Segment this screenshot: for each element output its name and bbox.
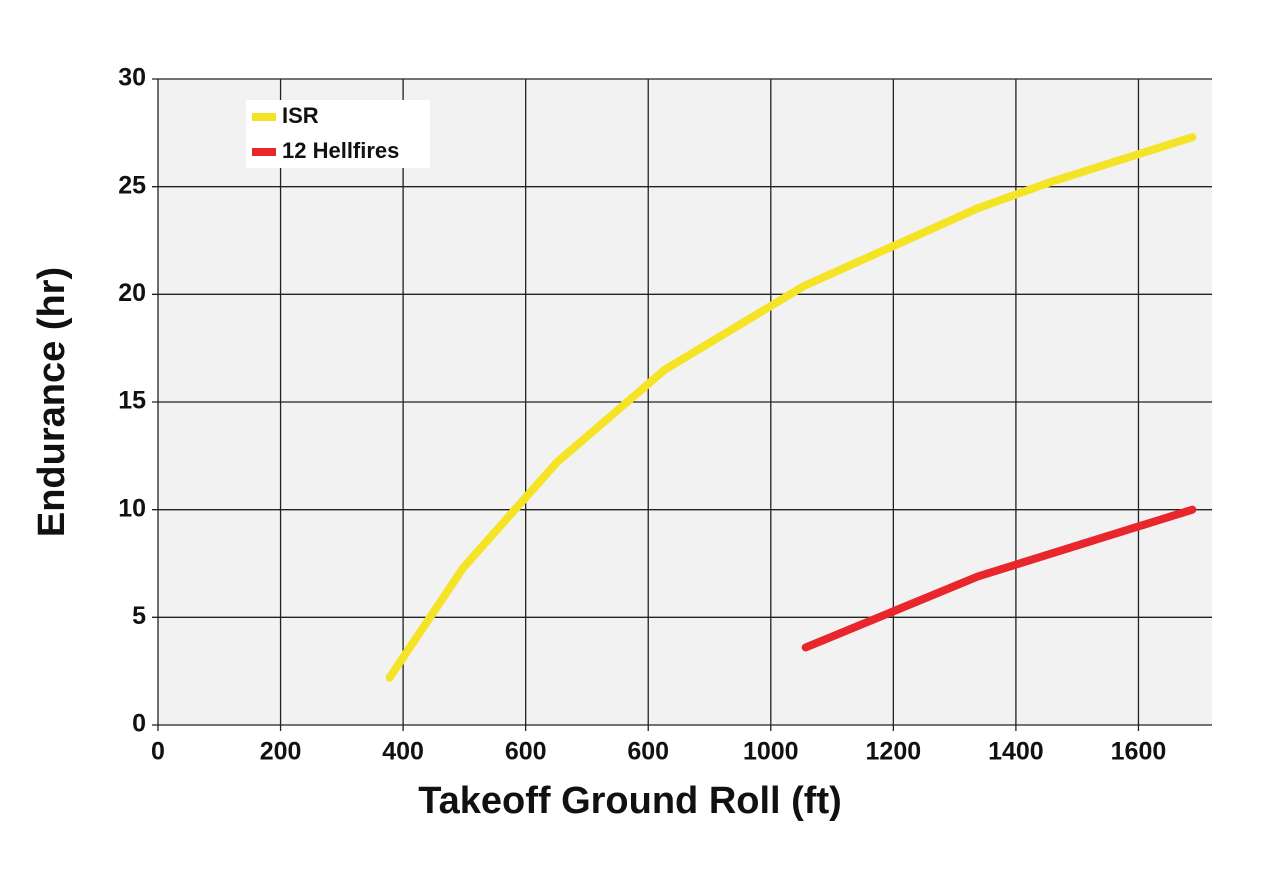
legend-label: ISR [282, 103, 319, 128]
y-tick-label: 30 [118, 64, 146, 92]
x-tick-label: 0 [151, 738, 165, 766]
y-axis-title: Endurance (hr) [31, 267, 73, 537]
x-tick-label: 600 [627, 738, 669, 766]
data-line [801, 505, 1197, 652]
data-line [385, 133, 1197, 682]
y-tick-label: 20 [118, 279, 146, 307]
x-tick-label: 1000 [743, 738, 799, 766]
x-axis-title: Takeoff Ground Roll (ft) [418, 780, 842, 822]
legend-box [246, 100, 430, 168]
x-tick-label: 1600 [1111, 738, 1167, 766]
y-tick-label: 15 [118, 387, 146, 415]
x-tick-label: 600 [505, 738, 547, 766]
x-tick-label: 200 [260, 738, 302, 766]
legend-label: 12 Hellfires [282, 138, 399, 163]
x-tick-label: 1400 [988, 738, 1044, 766]
y-tick-label: 25 [118, 171, 146, 199]
y-tick-label: 5 [132, 602, 146, 630]
x-tick-label: 400 [382, 738, 424, 766]
y-tick-label: 0 [132, 710, 146, 738]
x-tick-label: 1200 [866, 738, 922, 766]
y-tick-label: 10 [118, 494, 146, 522]
